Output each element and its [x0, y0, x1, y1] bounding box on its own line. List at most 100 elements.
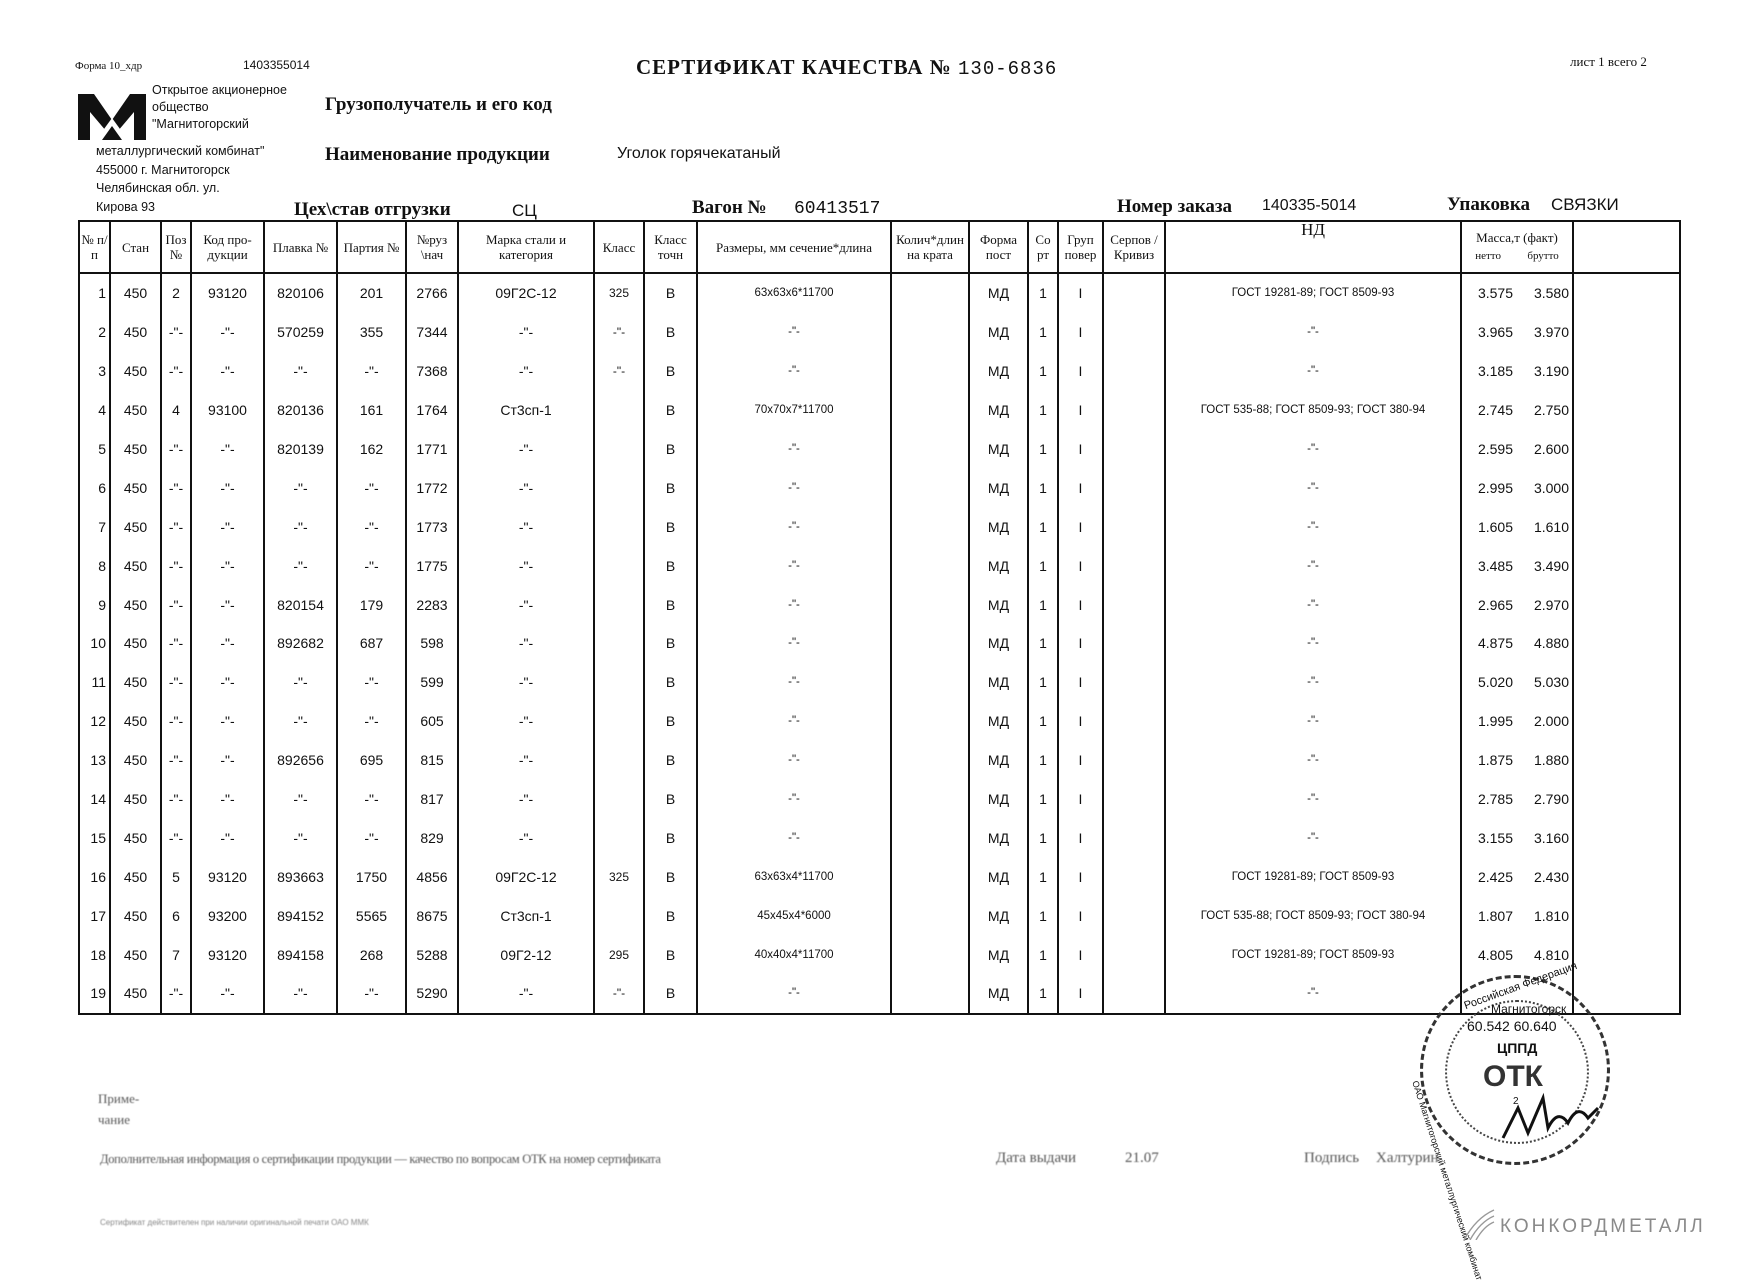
cell-dimensions: 45x45x4*6000	[696, 896, 892, 936]
cell-mass-netto: 1.995	[1460, 701, 1517, 741]
cell-quantity-length	[890, 974, 970, 1015]
company-address: металлургический комбинат" 455000 г. Маг…	[96, 142, 264, 216]
cell-mass-netto: 3.155	[1460, 818, 1517, 858]
cell-lot: 201	[336, 273, 407, 313]
cell-dimensions: -"-	[696, 468, 892, 508]
cell-accuracy-class: В	[643, 273, 698, 313]
cell-heat: 570259	[263, 312, 338, 352]
cell-no: 13	[78, 740, 111, 780]
cell-surface-group: I	[1057, 585, 1104, 625]
cell-class: -"-	[593, 974, 645, 1015]
cell-camber	[1102, 779, 1166, 819]
cell-mill: 450	[109, 779, 162, 819]
column-header-mill: Стан	[109, 220, 162, 274]
column-header-lot: Партия №	[336, 220, 407, 274]
cell-standard: -"-	[1164, 701, 1462, 741]
table-row: 12 450 -"- -"- -"- -"- 605 -"- В -"- МД 1 I -"- 1.995 2…	[78, 701, 1681, 741]
cell-camber	[1102, 662, 1166, 702]
cell-mass-brutto: 3.490	[1517, 546, 1574, 586]
cell-class	[593, 896, 645, 936]
cell-grade: 1	[1027, 585, 1059, 625]
signature-name: Халтурин	[1376, 1150, 1439, 1166]
cell-product-code: 93200	[190, 896, 265, 936]
cell-class	[593, 546, 645, 586]
cell-steel-grade: -"-	[457, 585, 595, 625]
cell-quantity-length	[890, 273, 970, 313]
cell-mass-brutto: 2.790	[1517, 779, 1574, 819]
mmk-logo-icon	[78, 94, 146, 140]
consignee-label: Грузополучатель и его код	[325, 94, 552, 115]
column-header-dimensions: Размеры, мм сечение*длина	[696, 220, 892, 274]
cell-standard: -"-	[1164, 818, 1462, 858]
cell-grade: 1	[1027, 390, 1059, 430]
cell-camber	[1102, 585, 1166, 625]
cell-delivery-form: МД	[968, 818, 1029, 858]
form-code: 1403355014	[243, 58, 310, 72]
cell-camber	[1102, 935, 1166, 975]
cell-dimensions: -"-	[696, 507, 892, 547]
cell-product-code: -"-	[190, 546, 265, 586]
fine-print: Сертификат действителен при наличии ориг…	[100, 1218, 369, 1227]
cell-bundle: 5290	[405, 974, 459, 1015]
cell-lot: 179	[336, 585, 407, 625]
cell-bundle: 7344	[405, 312, 459, 352]
cell-dimensions: -"-	[696, 585, 892, 625]
cell-mill: 450	[109, 390, 162, 430]
stamp-num: 2	[1513, 1096, 1519, 1107]
cell-surface-group: I	[1057, 974, 1104, 1015]
cell-class	[593, 624, 645, 663]
cell-camber	[1102, 390, 1166, 430]
cell-delivery-form: МД	[968, 662, 1029, 702]
issue-date-label: Дата выдачи	[996, 1150, 1077, 1166]
stamp-otk-mark: ОТК	[1483, 1060, 1543, 1093]
cell-mass-brutto: 2.430	[1517, 857, 1574, 897]
table-row: 14 450 -"- -"- -"- -"- 817 -"- В -"- МД 1 I -"- 2.785 2…	[78, 779, 1681, 819]
cell-camber	[1102, 624, 1166, 663]
cell-dimensions: 63x63x6*11700	[696, 273, 892, 313]
cell-surface-group: I	[1057, 546, 1104, 586]
cell-mass-brutto: 3.190	[1517, 351, 1574, 391]
cell-bundle: 1775	[405, 546, 459, 586]
cell-mill: 450	[109, 507, 162, 547]
cell-product-code: -"-	[190, 312, 265, 352]
cell-class	[593, 585, 645, 625]
issue-date-value: 21.07	[1125, 1150, 1159, 1166]
stamp-text-city: Магнитогорск	[1491, 1002, 1567, 1016]
cell-grade: 1	[1027, 740, 1059, 780]
cell-mill: 450	[109, 585, 162, 625]
shop-label: Цех\став отгрузки	[294, 199, 451, 220]
company-line: "Магнитогорский	[152, 117, 249, 131]
cell-surface-group: I	[1057, 390, 1104, 430]
cell-standard: -"-	[1164, 312, 1462, 352]
cell-steel-grade: Ст3сп-1	[457, 896, 595, 936]
cell-class	[593, 390, 645, 430]
cell-delivery-form: МД	[968, 740, 1029, 780]
cell-heat: -"-	[263, 974, 338, 1015]
cell-mass-brutto: 4.880	[1517, 624, 1574, 663]
cell-standard: ГОСТ 19281-89; ГОСТ 8509-93	[1164, 857, 1462, 897]
cell-empty	[1572, 468, 1681, 508]
cell-empty	[1572, 935, 1681, 975]
signature-scribble-icon	[1501, 1092, 1600, 1139]
wagon-value: 60413517	[794, 199, 881, 219]
cell-mass-brutto: 4.810	[1517, 935, 1574, 975]
cell-surface-group: I	[1057, 468, 1104, 508]
cell-surface-group: I	[1057, 818, 1104, 858]
cell-mill: 450	[109, 818, 162, 858]
column-header-empty	[1572, 220, 1681, 274]
column-header-heat: Плавка №	[263, 220, 338, 274]
cell-product-code: -"-	[190, 585, 265, 625]
cell-quantity-length	[890, 896, 970, 936]
cell-quantity-length	[890, 390, 970, 430]
cell-no: 19	[78, 974, 111, 1015]
total-brutto: 60.640	[1513, 1018, 1557, 1034]
company-line: 455000 г. Магнитогорск	[96, 162, 230, 177]
cell-steel-grade: -"-	[457, 429, 595, 469]
cell-mill: 450	[109, 351, 162, 391]
cell-camber	[1102, 312, 1166, 352]
cell-camber	[1102, 507, 1166, 547]
table-header-row: № п/п Стан Поз № Код про- дукции Плавка № Пар…	[78, 220, 1681, 274]
cell-surface-group: I	[1057, 273, 1104, 313]
cell-lot: 355	[336, 312, 407, 352]
cell-class	[593, 779, 645, 819]
